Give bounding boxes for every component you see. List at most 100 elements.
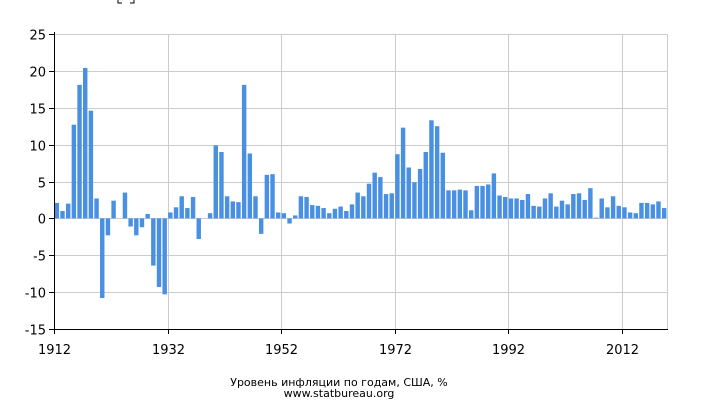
bar-2004 <box>576 193 582 219</box>
bar-1997 <box>537 206 542 219</box>
bar-2006 <box>588 188 593 219</box>
bar-1983 <box>457 189 463 219</box>
bar-1937 <box>196 218 201 240</box>
bar-1943 <box>230 201 236 219</box>
bar-1927 <box>139 218 145 228</box>
x-tick-label: 1952 <box>265 343 298 358</box>
bar-2008 <box>599 198 604 219</box>
y-tick-label: -5 <box>33 250 46 265</box>
bar-1921 <box>105 218 111 236</box>
bar-1973 <box>400 127 406 219</box>
bar-1987 <box>480 185 485 219</box>
bar-1940 <box>213 145 218 219</box>
x-tick-label: 1912 <box>38 343 71 358</box>
bar-1984 <box>463 190 468 219</box>
bar-1951 <box>275 212 281 219</box>
bar-1935 <box>185 208 190 219</box>
bar-1913 <box>60 211 65 219</box>
bar-2013 <box>627 212 633 219</box>
bar-2015 <box>639 202 644 219</box>
bar-1916 <box>77 84 82 219</box>
bar-1952 <box>281 213 287 219</box>
bar-1915 <box>71 124 77 219</box>
bar-1963 <box>344 211 349 219</box>
y-tick-label: 25 <box>29 29 46 44</box>
bar-1996 <box>531 205 536 219</box>
x-axis-ticks: 1912 1932 1952 1972 1992 2012 <box>38 329 639 358</box>
y-tick-label: 20 <box>29 66 46 81</box>
bar-1994 <box>520 199 525 219</box>
bar-1992 <box>508 198 514 219</box>
bar-1985 <box>468 210 474 219</box>
bar-1966 <box>361 196 366 219</box>
bar-1960 <box>327 213 332 219</box>
bar-1941 <box>219 152 224 219</box>
bar-1950 <box>270 174 275 219</box>
bar-1964 <box>349 204 355 219</box>
bar-1999 <box>548 193 553 219</box>
bar-1981 <box>446 190 451 219</box>
bar-1956 <box>304 196 309 219</box>
bar-1944 <box>236 202 241 219</box>
bar-2005 <box>582 199 587 219</box>
bar-1995 <box>525 194 531 219</box>
y-tick-label: 5 <box>38 177 46 192</box>
x-tick-label: 1932 <box>152 343 185 358</box>
bar-1930 <box>156 218 162 287</box>
bar-1924 <box>122 192 128 219</box>
bar-1959 <box>321 208 326 219</box>
chart-title: Уровень инфляции по годам, США, % <box>230 376 448 389</box>
bar-2007 <box>593 217 599 219</box>
bar-1972 <box>395 154 400 219</box>
grid <box>54 34 668 330</box>
bar-1949 <box>264 174 270 219</box>
bar-2002 <box>565 204 570 219</box>
y-tick-label: -10 <box>25 287 46 302</box>
bar-1925 <box>128 218 133 227</box>
bar-1980 <box>440 152 446 219</box>
bar-1993 <box>514 198 519 219</box>
y-tick-label: 10 <box>29 140 46 155</box>
bar-1969 <box>378 177 383 219</box>
bar-1991 <box>503 196 508 219</box>
bar-1979 <box>434 126 440 219</box>
bar-1931 <box>162 218 167 295</box>
bar-1914 <box>65 203 71 219</box>
bar-1939 <box>207 213 213 219</box>
bar-1917 <box>83 67 88 219</box>
bar-1920 <box>100 218 105 299</box>
bar-1967 <box>366 183 372 219</box>
bar-2018 <box>656 201 661 219</box>
bar-1947 <box>253 196 258 219</box>
x-tick-label: 1992 <box>492 343 525 358</box>
bar-1968 <box>372 172 377 219</box>
bar-2014 <box>633 213 638 219</box>
y-tick-label: 0 <box>38 213 46 228</box>
bar-2010 <box>610 196 616 219</box>
bar-1988 <box>485 184 491 219</box>
bar-1958 <box>315 205 321 219</box>
bar-1957 <box>310 205 315 219</box>
bar-1974 <box>406 167 411 219</box>
y-tick-label: -15 <box>25 324 46 339</box>
bar-2009 <box>605 207 610 219</box>
bar-1918 <box>88 110 94 219</box>
bar-2016 <box>644 202 650 219</box>
x-tick-label: 2012 <box>606 343 639 358</box>
axes <box>54 0 668 330</box>
bar-2001 <box>559 200 565 219</box>
bar-1998 <box>542 198 548 219</box>
bar-1977 <box>423 152 428 219</box>
bars <box>54 67 667 299</box>
y-axis-ticks: 25 20 15 10 5 0 -5 -10 -15 <box>25 29 54 339</box>
bar-2000 <box>554 206 559 219</box>
bar-1961 <box>332 208 338 219</box>
bar-1912 <box>54 202 60 219</box>
bar-1936 <box>190 196 196 219</box>
y-tick-label: 15 <box>29 103 46 118</box>
bar-2019 <box>661 208 667 219</box>
corner-mark <box>130 0 135 4</box>
bar-1953 <box>287 218 292 224</box>
bar-1962 <box>338 206 343 219</box>
bar-2011 <box>616 205 621 219</box>
